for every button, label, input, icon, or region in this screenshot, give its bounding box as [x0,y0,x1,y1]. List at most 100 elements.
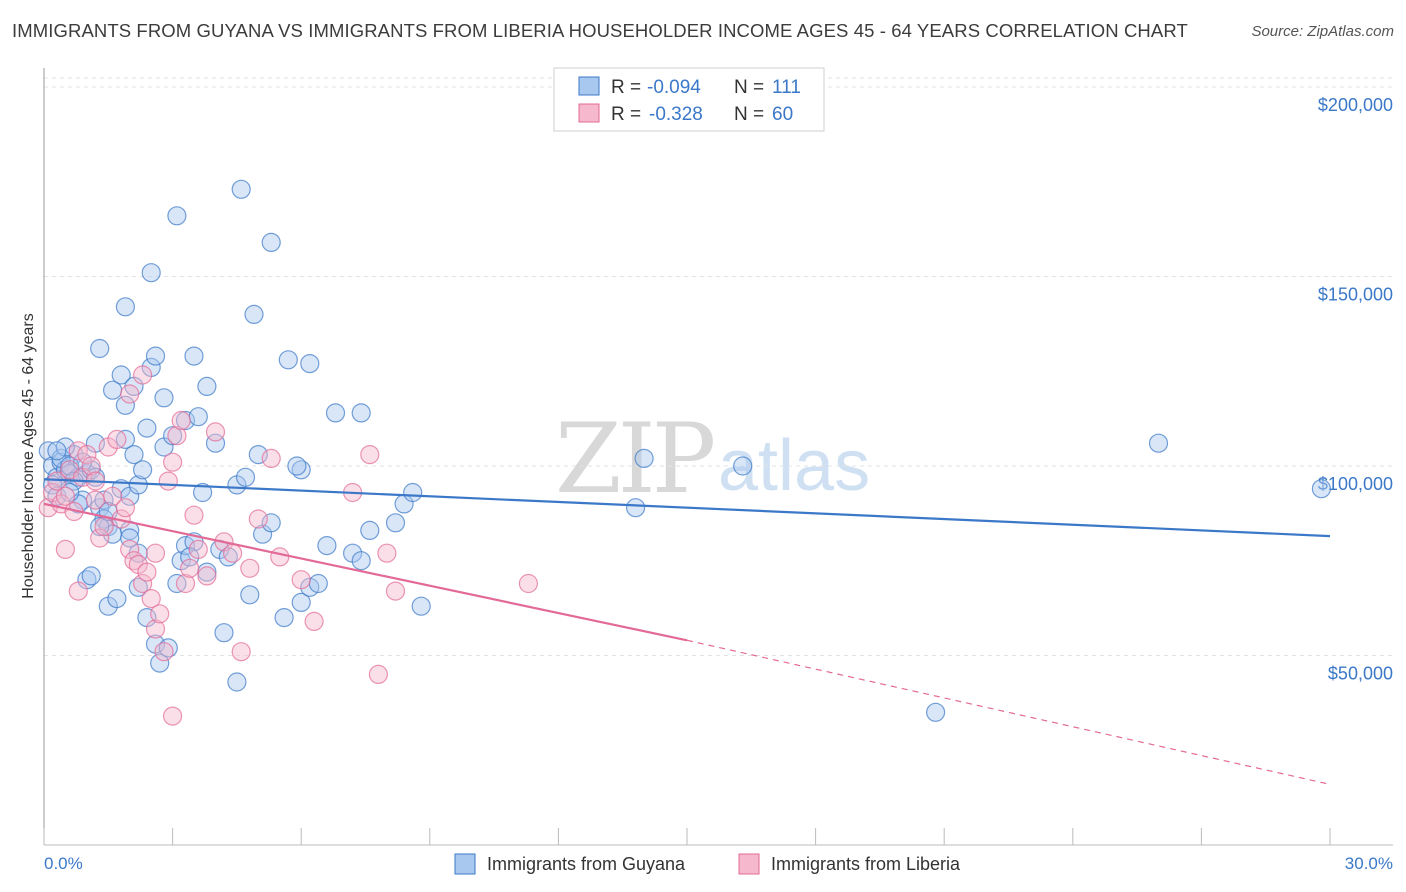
liberia-point [163,452,183,472]
trend-lines [43,478,1331,785]
guyana-point [111,365,131,385]
x-axis-ticks [43,828,1331,845]
guyana-point [287,456,307,476]
guyana-point [351,403,371,423]
guyana-point [403,482,423,503]
liberia-point [175,573,196,594]
liberia-point [184,505,204,525]
liberia-point [197,566,217,586]
correlation-legend: R = -0.094 N = 111 R = -0.328 N = 60 [553,67,825,132]
liberia-point [368,664,388,685]
liberia-point [171,410,191,431]
guyana-point [141,263,161,283]
y-tick-label: $200,000 [1318,95,1393,115]
x-tick-label-left: 0.0% [44,854,83,873]
guyana-point [925,702,946,722]
guyana-point [227,672,247,692]
guyana-point [154,388,174,408]
liberia-point [360,445,380,465]
guyana-point [625,498,646,518]
guyana-point [214,623,234,643]
guyana-point [325,403,346,423]
guyana-point [244,304,264,324]
bottom-legend-label-guyana: Immigrants from Guyana [487,854,686,874]
liberia-point [291,570,311,590]
liberia-point [385,581,406,601]
guyana-point [184,346,204,366]
liberia-point [377,543,397,563]
liberia-point [55,486,76,506]
liberia-point [145,543,166,563]
legend-n-value-guyana: 111 [772,77,801,98]
legend-n-value-liberia: 60 [772,104,793,125]
guyana-point [1148,433,1169,453]
liberia-point [55,539,76,560]
liberia-point [188,539,208,560]
liberia-point [231,642,251,662]
legend-n-label-liberia: N = [734,104,764,125]
guyana-point [634,448,654,468]
guyana-point [411,596,431,616]
liberia-point [68,581,88,601]
liberia-point [518,573,539,594]
liberia-point [107,429,127,449]
guyana-point [175,410,196,431]
guyana-point [1311,479,1332,499]
watermark: ZIP atlas [555,403,870,515]
liberia-point [150,604,170,624]
liberia-point [81,456,101,476]
legend-swatch-liberia [578,103,600,123]
bottom-legend-label-liberia: Immigrants from Liberia [771,854,961,874]
guyana-point [115,297,136,317]
guyana-point [291,592,311,613]
guyana-point [47,441,67,461]
liberia-point [240,558,260,578]
legend-r-value-guyana: -0.094 [647,77,701,98]
y-axis-label: Householder Income Ages 45 - 64 years [20,313,37,599]
liberia-point [137,562,157,582]
liberia-point [77,445,97,465]
y-tick-label: $50,000 [1328,663,1393,683]
guyana-point [317,535,337,556]
guyana-point [300,354,320,374]
liberia-point [145,619,166,639]
guyana-point [124,445,144,465]
bottom-legend-swatch-liberia [738,853,760,875]
y-tick-label: $150,000 [1318,284,1393,304]
guyana-point [150,653,170,673]
legend-r-value-liberia: -0.328 [649,104,703,125]
guyana-point [133,460,153,480]
guyana-point [360,520,380,541]
liberia-point [167,426,187,446]
liberia-point [94,516,114,537]
legend-swatch-guyana [578,76,600,96]
liberia-point [261,448,281,468]
liberia-point [90,528,110,548]
guyana-point [107,588,127,609]
legend-r-label-liberia: R = [611,104,641,125]
guyana-point [240,585,260,605]
liberia-point [85,490,106,510]
guyana-point [81,566,101,586]
y-tick-label: $100,000 [1318,474,1393,494]
guyana-point [90,338,110,359]
chart-title: IMMIGRANTS FROM GUYANA VS IMMIGRANTS FRO… [12,20,1188,41]
liberia-point [133,573,153,594]
guyana-point [120,528,140,548]
guyana-point [231,179,251,199]
guyana-point [115,395,136,415]
guyana-point [351,551,371,571]
guyana-point [205,433,226,453]
trend-line-liberia-extrapolated [686,639,1331,785]
guyana-point [274,607,294,628]
liberia-point [133,365,153,385]
liberia-point [223,543,243,563]
liberia-point [205,422,226,442]
liberia-point [115,498,136,518]
guyana-point [733,456,753,476]
liberia-point [158,471,178,491]
guyana-point [193,482,213,503]
x-tick-label-right: 30.0% [1345,854,1393,873]
legend-n-label-guyana: N = [734,77,764,98]
